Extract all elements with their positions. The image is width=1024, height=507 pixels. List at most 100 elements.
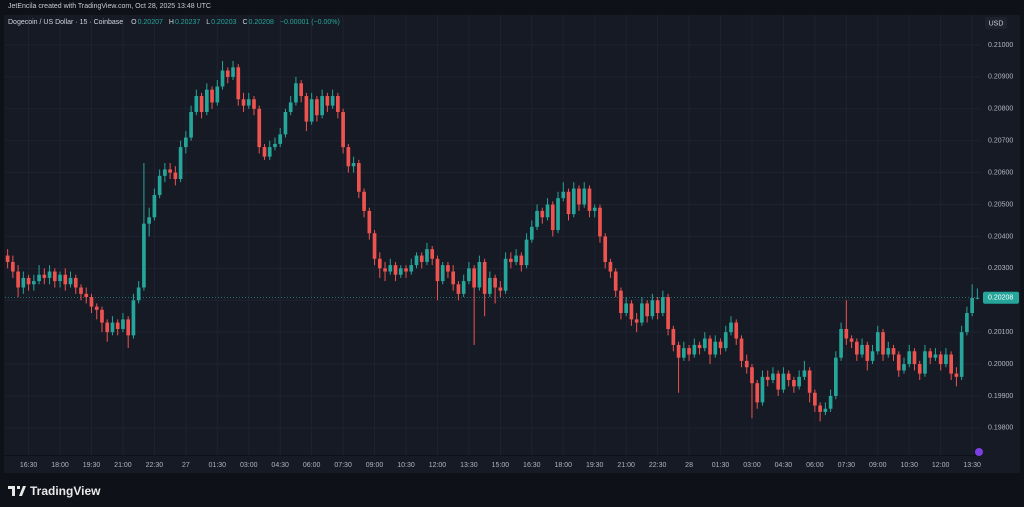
candle-body	[923, 351, 927, 374]
candle-body	[776, 373, 781, 390]
candle-body	[828, 395, 833, 409]
candle-body	[577, 188, 581, 205]
y-tick-label: 0.20300	[988, 265, 1013, 272]
x-tick-label: 12:00	[932, 462, 950, 469]
candle-body	[58, 274, 62, 282]
x-tick-label: 28	[685, 462, 693, 469]
candle-body	[105, 322, 110, 333]
candle-body	[446, 265, 450, 272]
candle-body	[388, 265, 393, 272]
candle-body	[246, 99, 251, 106]
candle-body	[482, 261, 487, 294]
candle-body	[419, 255, 424, 262]
legend-value: 0.20237	[174, 19, 201, 26]
candle-body	[708, 338, 712, 355]
candle-body	[47, 271, 52, 278]
candle-body	[488, 277, 492, 294]
candle-body	[739, 338, 744, 361]
candle-body	[744, 360, 749, 368]
candle-body	[734, 322, 739, 339]
candle-body	[561, 191, 566, 199]
time-axis	[4, 456, 982, 473]
x-tick-label: 18:00	[555, 462, 573, 469]
x-tick-label: 06:00	[303, 462, 321, 469]
candle-body	[655, 300, 660, 314]
candle-body	[435, 258, 440, 282]
candle-body	[100, 309, 104, 323]
candle-body	[467, 268, 471, 282]
candle-body	[341, 111, 345, 148]
candle-body	[718, 341, 723, 349]
candle-body	[902, 364, 906, 371]
x-tick-label: 09:00	[366, 462, 384, 469]
candle-body	[771, 373, 775, 381]
candle-body	[52, 271, 57, 282]
candle-body	[608, 261, 613, 272]
candle-body	[367, 210, 372, 234]
y-tick-label: 0.20600	[988, 169, 1013, 176]
candle-body	[640, 303, 644, 323]
candle-body	[954, 373, 959, 377]
x-tick-label: 09:00	[869, 462, 887, 469]
currency-box	[985, 17, 1007, 29]
candle-body	[26, 277, 31, 285]
brand-logo	[8, 486, 26, 496]
plot-area	[4, 15, 982, 455]
candle-body	[63, 274, 68, 285]
x-tick-label: 06:00	[806, 462, 824, 469]
candle-body	[938, 354, 943, 365]
candle-body	[755, 383, 760, 403]
candle-body	[178, 147, 183, 180]
candle-body	[750, 367, 754, 384]
candle-body	[409, 265, 414, 272]
candle-body	[692, 344, 697, 355]
candle-body	[21, 277, 26, 288]
legend-value: 0.20203	[211, 19, 237, 26]
x-tick-label: 13:30	[963, 462, 981, 469]
currency: USD	[989, 20, 1004, 27]
candle-body	[225, 70, 230, 77]
x-tick-label: 12:00	[429, 462, 447, 469]
candle-body	[199, 96, 204, 112]
candle-body	[524, 239, 529, 266]
candle-body	[760, 376, 765, 403]
x-tick-label: 21:00	[617, 462, 635, 469]
x-tick-label: 04:30	[775, 462, 793, 469]
y-tick-label: 0.19900	[988, 393, 1013, 400]
candle-body	[283, 111, 288, 135]
candle-body	[519, 255, 524, 266]
candle-body	[818, 405, 822, 412]
candle-body	[928, 351, 933, 358]
candle-body	[493, 277, 497, 288]
x-tick-label: 19:30	[586, 462, 604, 469]
candle-body	[79, 287, 83, 294]
candle-body	[351, 163, 356, 167]
candle-body	[912, 351, 917, 365]
candle-body	[288, 102, 293, 112]
candle-body	[126, 319, 131, 336]
candle-body	[383, 268, 387, 272]
candle-body	[194, 96, 199, 112]
candle-body	[430, 249, 435, 259]
candle-body	[252, 99, 256, 109]
candle-body	[729, 322, 733, 333]
attribution: JetEncila created with TradingView.com, …	[8, 3, 211, 10]
candle-body	[89, 297, 94, 307]
candle-body	[634, 319, 639, 323]
x-tick-label: 27	[182, 462, 190, 469]
y-tick-label: 0.20800	[988, 106, 1013, 113]
candle-body	[131, 300, 136, 336]
x-tick-label: 22:30	[146, 462, 164, 469]
brand: TradingView	[8, 484, 100, 498]
candle-body	[891, 348, 896, 355]
candle-body	[163, 169, 167, 176]
x-tick-label: 13:30	[460, 462, 478, 469]
x-tick-label: 21:00	[114, 462, 132, 469]
candle-body	[372, 233, 377, 259]
candle-body	[917, 364, 922, 374]
y-tick-label: 0.20500	[988, 201, 1013, 208]
candle-body	[184, 137, 188, 148]
x-tick-label: 22:30	[649, 462, 667, 469]
y-tick-label: 0.20100	[988, 329, 1013, 336]
